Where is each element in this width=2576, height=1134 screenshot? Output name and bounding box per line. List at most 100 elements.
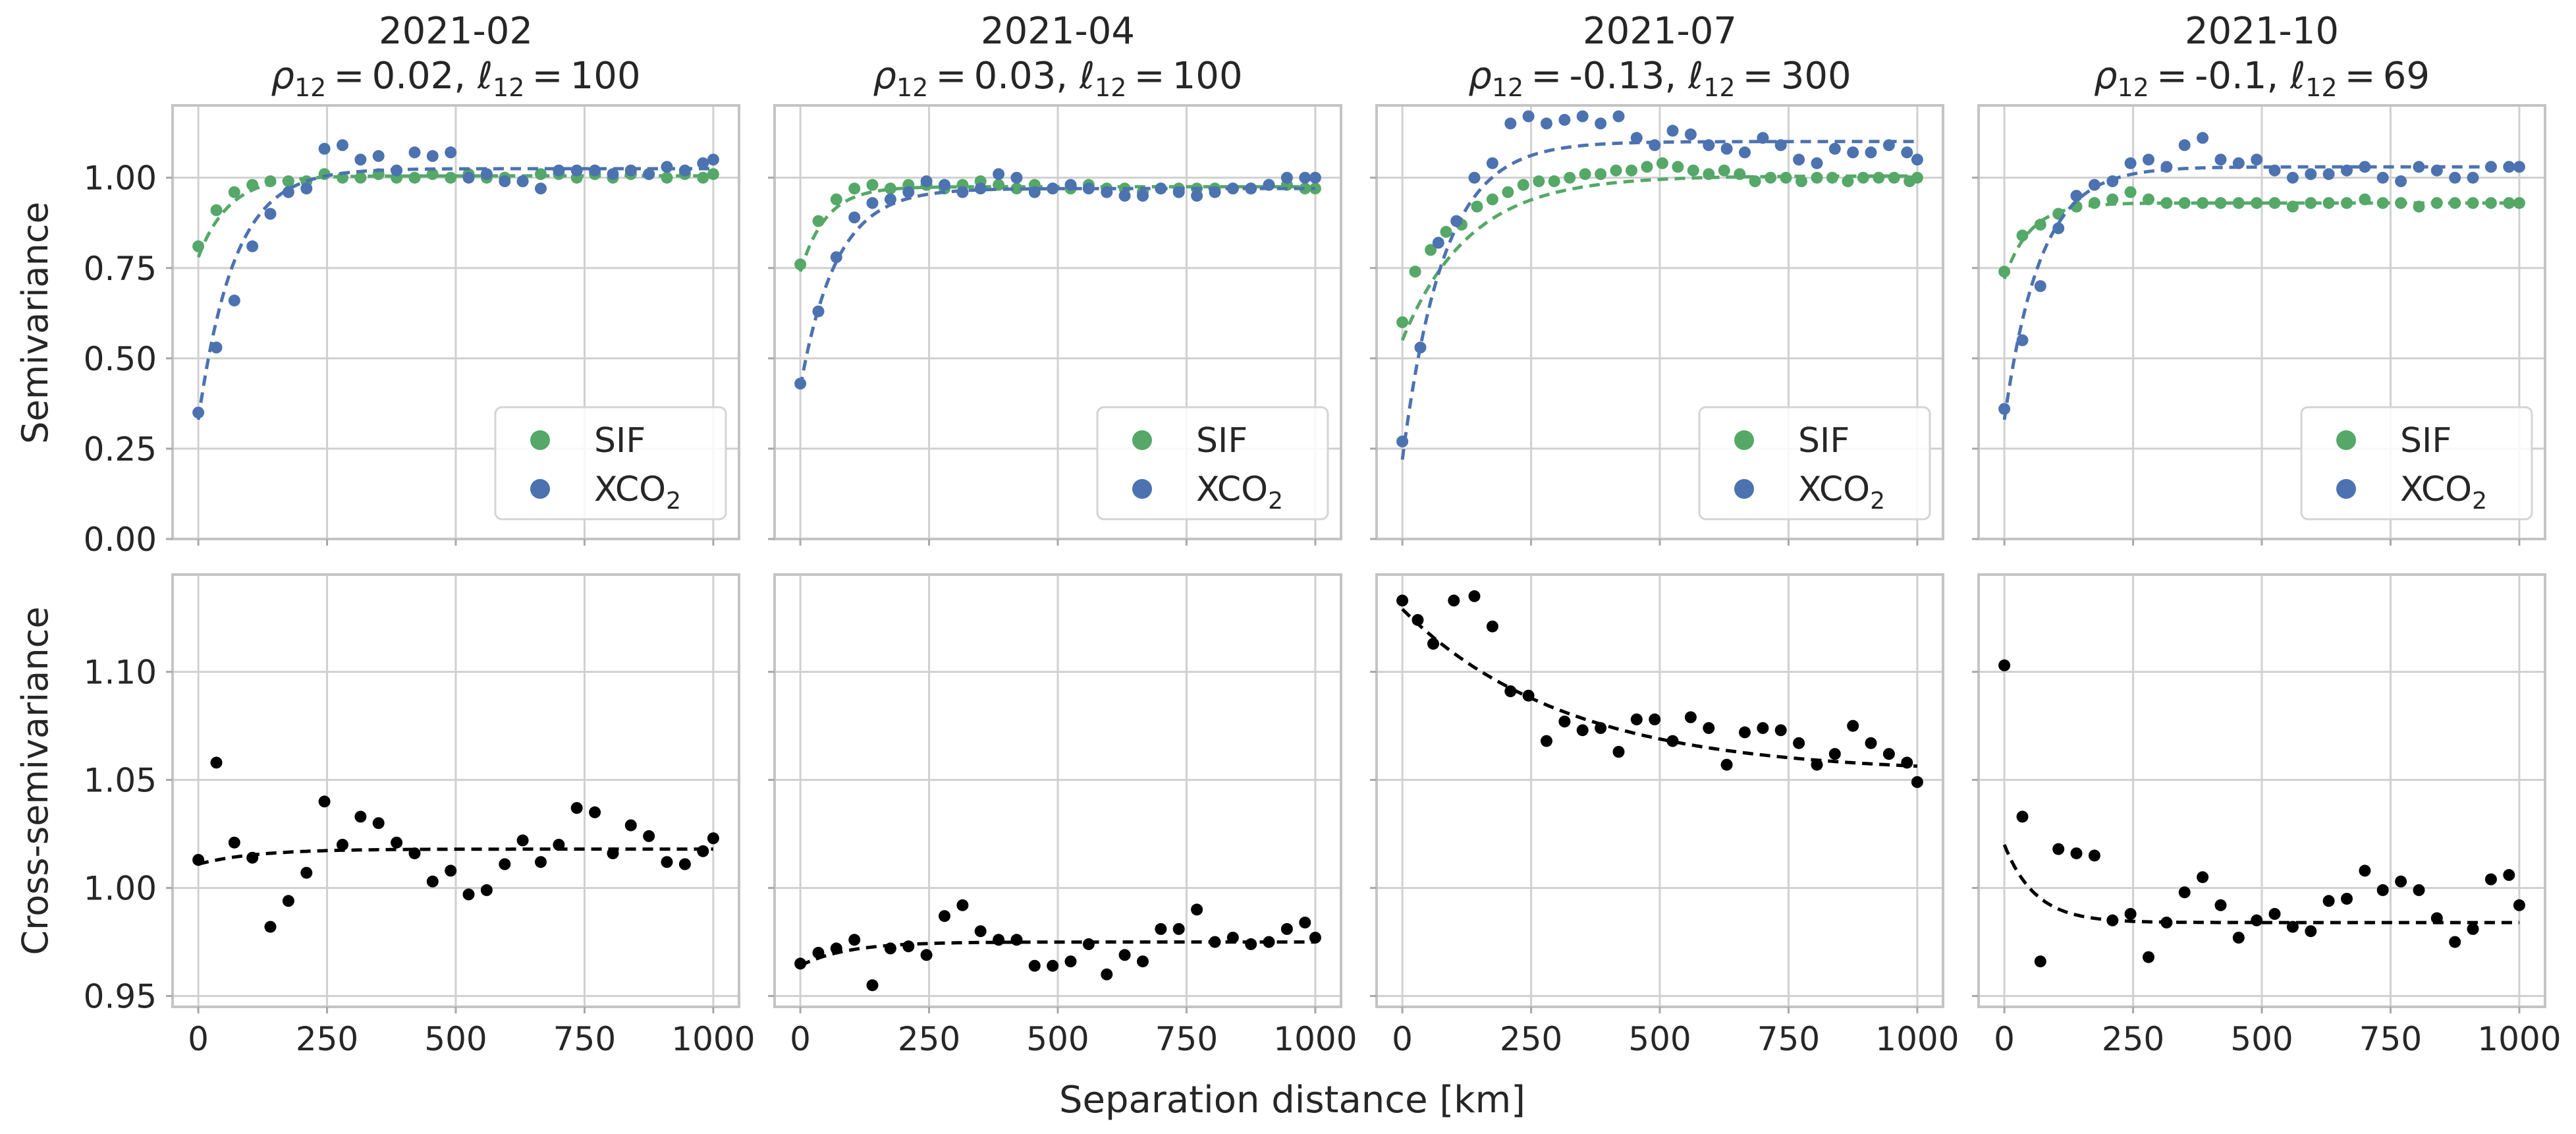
xco2-point bbox=[956, 186, 969, 198]
panel-cross-semivariance-2021-04: 0 250 500 750 1000 bbox=[768, 573, 1357, 1058]
sif-point bbox=[697, 171, 709, 184]
legend-label-xco2-subscript: 2 bbox=[2472, 488, 2487, 515]
cross-point bbox=[1299, 917, 1311, 929]
cross-point bbox=[570, 802, 583, 814]
xco2-point bbox=[1280, 171, 1293, 184]
cross-point bbox=[1137, 955, 1149, 968]
cross-point bbox=[210, 756, 223, 769]
xco2-point bbox=[2034, 280, 2046, 293]
sif-point bbox=[1672, 161, 1684, 173]
sif-point bbox=[2106, 193, 2119, 206]
sif-point bbox=[1911, 171, 1923, 184]
sif-point bbox=[192, 240, 205, 252]
legend-label-xco2-main: XCO bbox=[594, 470, 666, 509]
cross-point bbox=[1595, 722, 1607, 734]
cross-point bbox=[1280, 922, 1293, 935]
xco2-point bbox=[589, 164, 601, 177]
cross-point bbox=[1118, 949, 1131, 961]
legend-label-xco2: XCO2 bbox=[2400, 470, 2487, 515]
cross-point bbox=[2034, 955, 2046, 968]
sif-point bbox=[2395, 197, 2407, 210]
xco2-point bbox=[812, 305, 825, 318]
cross-point bbox=[2413, 884, 2425, 896]
xco2-point bbox=[607, 168, 619, 181]
cross-point bbox=[2106, 914, 2119, 926]
sif-point bbox=[1687, 164, 1699, 177]
xco2-fit-curve bbox=[1400, 140, 1917, 460]
sif-point bbox=[1396, 316, 1409, 328]
cross-point bbox=[956, 899, 969, 911]
cross-point bbox=[2467, 922, 2479, 935]
legend: SIF XCO2 bbox=[494, 406, 727, 521]
xco2-point bbox=[391, 164, 403, 177]
ytick-label: 0.00 bbox=[84, 521, 157, 559]
legend-label-xco2: XCO2 bbox=[1798, 470, 1885, 515]
sif-point bbox=[1734, 168, 1746, 181]
sif-point bbox=[2322, 197, 2335, 210]
subtitle-part: ℓ bbox=[1687, 55, 1703, 98]
cross-point bbox=[920, 949, 933, 961]
cross-point bbox=[1047, 959, 1059, 972]
panel-title: 2021-10 bbox=[2185, 10, 2339, 53]
cross-point bbox=[812, 947, 825, 959]
xco2-point bbox=[1612, 110, 1625, 123]
cross-point bbox=[589, 806, 601, 818]
cross-point bbox=[499, 858, 511, 870]
xco2-point bbox=[1684, 128, 1697, 140]
cross-point bbox=[228, 836, 240, 849]
legend-label-sif: SIF bbox=[2400, 421, 2452, 461]
xco2-point bbox=[318, 142, 331, 155]
xco2-point bbox=[678, 164, 691, 177]
legend-box bbox=[1096, 406, 1329, 521]
cross-point bbox=[678, 858, 691, 870]
xtick-label: 750 bbox=[1155, 1020, 1218, 1058]
xtick-label: 500 bbox=[1628, 1020, 1691, 1058]
legend: SIF XCO2 bbox=[1698, 406, 1931, 521]
cross-point bbox=[1865, 737, 1877, 749]
cross-point bbox=[426, 875, 439, 888]
xtick-label: 250 bbox=[898, 1020, 960, 1058]
subtitle-part: ρ bbox=[1468, 55, 1492, 98]
cross-point bbox=[1757, 722, 1769, 734]
cross-point bbox=[1504, 685, 1517, 698]
xco2-point bbox=[300, 183, 313, 195]
cross-point bbox=[318, 795, 331, 808]
xco2-point bbox=[830, 251, 842, 264]
xco2-point bbox=[1649, 139, 1661, 152]
cross-point bbox=[408, 847, 421, 860]
cross-point bbox=[1191, 903, 1203, 916]
xco2-point bbox=[2160, 161, 2173, 173]
cross-point bbox=[1774, 724, 1787, 737]
xco2-point bbox=[2016, 334, 2029, 347]
sif-point bbox=[2413, 200, 2425, 213]
xtick-label: 1000 bbox=[2477, 1020, 2561, 1058]
subtitle-part: 12 bbox=[896, 73, 928, 102]
sif-point bbox=[2251, 197, 2263, 210]
cross-point bbox=[2484, 873, 2497, 886]
xco2-point bbox=[1468, 171, 1481, 184]
sif-point bbox=[1718, 164, 1730, 177]
sif-point bbox=[282, 175, 294, 188]
xtick-label: 250 bbox=[296, 1020, 358, 1058]
cross-fit-curve bbox=[198, 847, 713, 866]
subtitle-part: = 300 bbox=[1736, 55, 1851, 98]
cross-point bbox=[1427, 638, 1439, 650]
xco2-point bbox=[2449, 171, 2461, 184]
cross-point bbox=[1911, 776, 1923, 788]
legend-marker-xco2 bbox=[1132, 479, 1152, 499]
xco2-point bbox=[993, 168, 1005, 181]
subtitle-part: = 0.03, bbox=[928, 55, 1080, 98]
cross-point bbox=[1082, 938, 1095, 950]
xtick-label: 500 bbox=[1026, 1020, 1089, 1058]
sif-point bbox=[2197, 197, 2209, 210]
xco2-point bbox=[1847, 146, 1859, 159]
xco2-point bbox=[1911, 154, 1923, 166]
legend: SIF XCO2 bbox=[1096, 406, 1329, 521]
ytick-label: 1.00 bbox=[84, 159, 157, 198]
cross-point bbox=[2503, 868, 2515, 881]
sif-point bbox=[2449, 197, 2461, 210]
cross-point bbox=[2286, 921, 2299, 933]
cross-point bbox=[661, 856, 673, 868]
sif-point bbox=[830, 193, 842, 206]
xco2-point bbox=[1774, 139, 1787, 152]
